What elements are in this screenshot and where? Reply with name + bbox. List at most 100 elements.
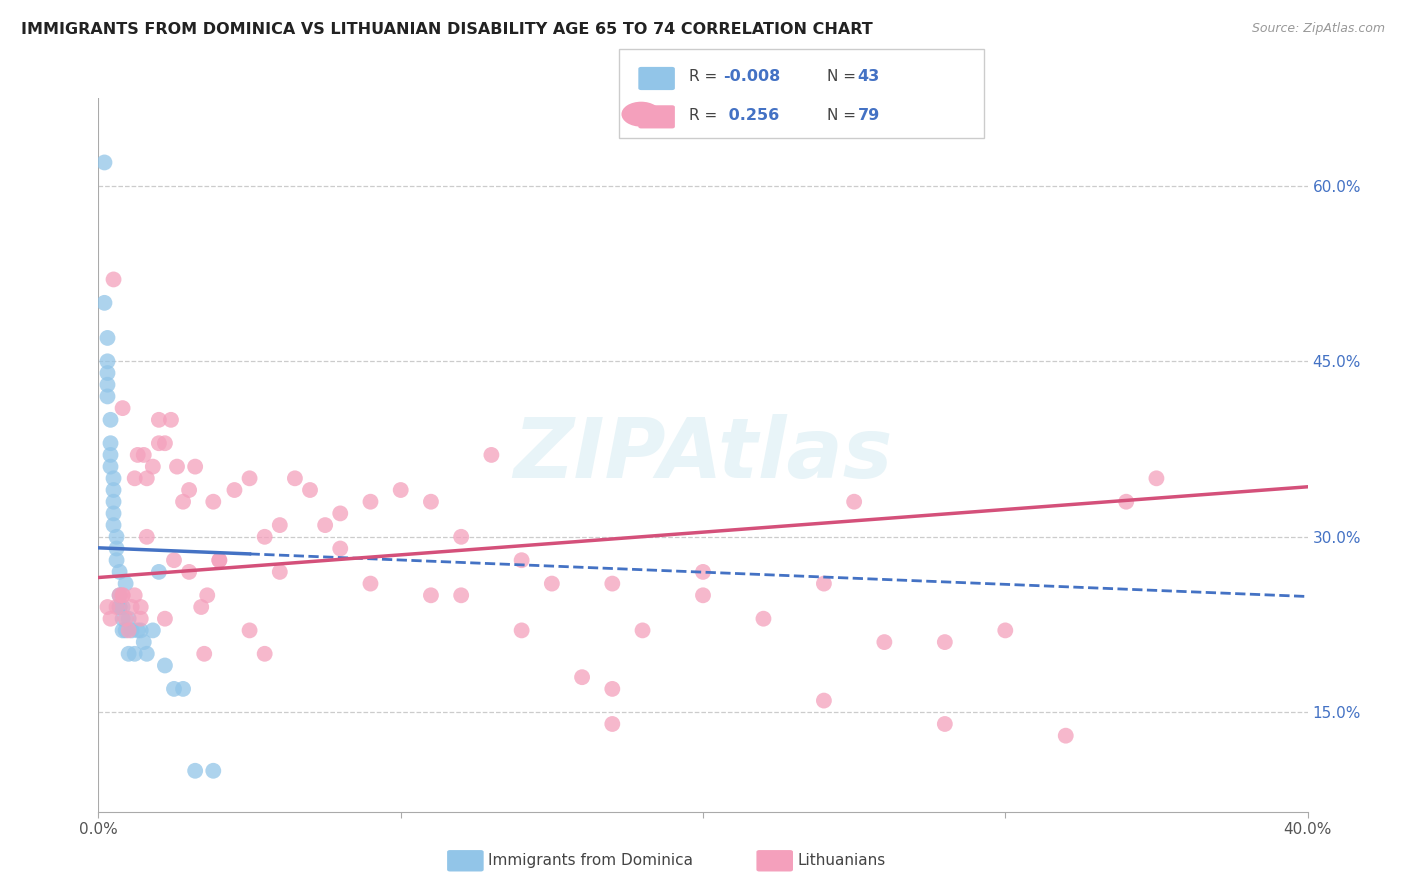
Point xyxy=(124,588,146,602)
Point xyxy=(108,565,131,579)
Point xyxy=(752,612,775,626)
Point xyxy=(540,576,562,591)
Point xyxy=(239,624,262,638)
Point xyxy=(420,588,443,602)
Text: N =: N = xyxy=(827,108,856,122)
Point xyxy=(118,624,141,638)
Point xyxy=(103,471,125,485)
Point xyxy=(129,599,152,614)
Point xyxy=(172,681,194,696)
Point xyxy=(111,599,134,614)
Point xyxy=(118,647,141,661)
Point xyxy=(299,483,322,497)
Point xyxy=(360,494,382,508)
Point xyxy=(934,717,956,731)
Point xyxy=(934,635,956,649)
Point xyxy=(111,588,134,602)
Point xyxy=(179,565,201,579)
Point xyxy=(813,576,835,591)
Point xyxy=(239,471,262,485)
Point xyxy=(108,588,131,602)
Point xyxy=(1054,729,1077,743)
Point xyxy=(105,553,128,567)
Point xyxy=(692,588,714,602)
Point xyxy=(135,530,157,544)
Point xyxy=(450,588,472,602)
Point xyxy=(111,401,134,416)
Point xyxy=(118,612,141,626)
Point xyxy=(269,565,291,579)
Point xyxy=(163,681,186,696)
Point xyxy=(571,670,593,684)
Point xyxy=(114,612,136,626)
Point xyxy=(148,565,170,579)
Point xyxy=(602,576,624,591)
Point xyxy=(142,624,165,638)
Point xyxy=(127,624,149,638)
Point xyxy=(96,354,118,368)
Point xyxy=(994,624,1017,638)
Point xyxy=(111,624,134,638)
Point xyxy=(420,494,443,508)
Text: R =: R = xyxy=(689,108,717,122)
Point xyxy=(329,541,352,556)
Point xyxy=(100,413,122,427)
Point xyxy=(121,624,143,638)
Point xyxy=(153,436,176,450)
Point xyxy=(193,647,215,661)
Point xyxy=(450,530,472,544)
Point xyxy=(224,483,246,497)
Point xyxy=(96,366,118,380)
Point xyxy=(631,624,654,638)
Point xyxy=(873,635,896,649)
Point xyxy=(135,647,157,661)
Point xyxy=(96,331,118,345)
Point xyxy=(602,681,624,696)
Point xyxy=(108,588,131,602)
Point xyxy=(481,448,503,462)
Point xyxy=(184,459,207,474)
Text: -0.008: -0.008 xyxy=(723,70,780,84)
Point xyxy=(148,436,170,450)
Text: 0.256: 0.256 xyxy=(723,108,779,122)
Point xyxy=(253,647,276,661)
Point xyxy=(190,599,212,614)
Point xyxy=(284,471,307,485)
Point xyxy=(93,296,115,310)
Point xyxy=(208,553,231,567)
Point xyxy=(124,647,146,661)
Text: R =: R = xyxy=(689,70,717,84)
Point xyxy=(195,588,218,602)
Point xyxy=(135,471,157,485)
Point xyxy=(813,693,835,707)
Point xyxy=(105,599,128,614)
Point xyxy=(1115,494,1137,508)
Point xyxy=(105,541,128,556)
Point xyxy=(253,530,276,544)
Point xyxy=(100,459,122,474)
Point xyxy=(166,459,188,474)
Point xyxy=(105,530,128,544)
Point xyxy=(510,624,533,638)
Point xyxy=(510,553,533,567)
Point xyxy=(100,612,122,626)
Point xyxy=(208,553,231,567)
Point xyxy=(111,588,134,602)
Point xyxy=(202,764,225,778)
Point xyxy=(160,413,183,427)
Point xyxy=(269,518,291,533)
Point xyxy=(96,377,118,392)
Point xyxy=(111,612,134,626)
Text: Lithuanians: Lithuanians xyxy=(797,854,886,868)
Point xyxy=(163,553,186,567)
Point xyxy=(103,494,125,508)
Point xyxy=(389,483,412,497)
Point xyxy=(142,459,165,474)
Point xyxy=(184,764,207,778)
Point xyxy=(114,624,136,638)
Text: N =: N = xyxy=(827,70,856,84)
Point xyxy=(360,576,382,591)
Text: Immigrants from Dominica: Immigrants from Dominica xyxy=(488,854,693,868)
Point xyxy=(153,612,176,626)
Point xyxy=(202,494,225,508)
